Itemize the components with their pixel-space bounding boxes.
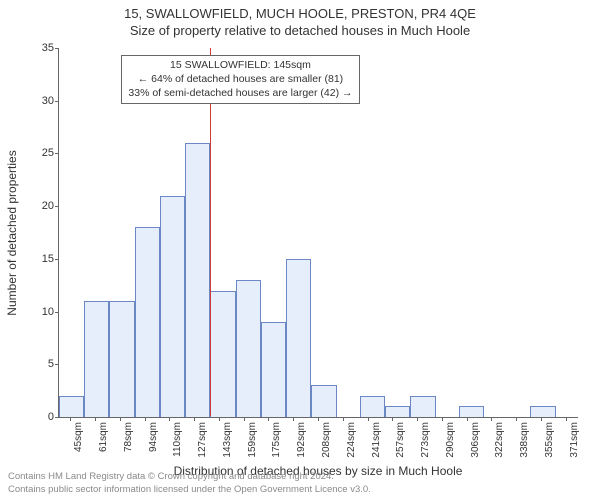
- x-tick-mark: [417, 417, 418, 421]
- histogram-bar: [236, 280, 261, 417]
- histogram-bar: [459, 406, 484, 417]
- x-tick-label: 322sqm: [494, 422, 505, 458]
- y-tick-label: 15: [24, 253, 54, 265]
- x-tick-label: 241sqm: [371, 422, 382, 458]
- y-tick-mark: [55, 101, 59, 102]
- x-tick-mark: [219, 417, 220, 421]
- marker-callout: 15 SWALLOWFIELD: 145sqm← 64% of detached…: [121, 55, 359, 104]
- x-tick-mark: [516, 417, 517, 421]
- y-tick-mark: [55, 364, 59, 365]
- x-tick-label: 175sqm: [271, 422, 282, 458]
- x-tick-mark: [145, 417, 146, 421]
- x-tick-label: 208sqm: [321, 422, 332, 458]
- x-tick-label: 110sqm: [172, 422, 183, 457]
- y-tick-mark: [55, 259, 59, 260]
- x-tick-label: 94sqm: [148, 422, 159, 452]
- x-tick-label: 61sqm: [98, 422, 109, 452]
- histogram-bar: [59, 396, 84, 417]
- title-block: 15, SWALLOWFIELD, MUCH HOOLE, PRESTON, P…: [0, 0, 600, 38]
- x-tick-mark: [566, 417, 567, 421]
- x-tick-mark: [95, 417, 96, 421]
- histogram-bar: [185, 143, 210, 417]
- y-tick-label: 20: [24, 200, 54, 212]
- x-tick-label: 371sqm: [569, 422, 580, 458]
- x-tick-label: 192sqm: [296, 422, 307, 458]
- x-tick-label: 127sqm: [197, 422, 208, 458]
- y-tick-mark: [55, 206, 59, 207]
- footer-attribution: Contains HM Land Registry data © Crown c…: [8, 471, 371, 496]
- x-tick-mark: [368, 417, 369, 421]
- y-tick-mark: [55, 48, 59, 49]
- x-tick-label: 338sqm: [519, 422, 530, 458]
- x-tick-label: 159sqm: [247, 422, 258, 458]
- x-tick-label: 273sqm: [420, 422, 431, 458]
- y-tick-label: 35: [24, 42, 54, 54]
- x-tick-mark: [491, 417, 492, 421]
- x-tick-mark: [318, 417, 319, 421]
- x-tick-mark: [70, 417, 71, 421]
- callout-line: ← 64% of detached houses are smaller (81…: [128, 73, 352, 87]
- x-tick-mark: [392, 417, 393, 421]
- y-tick-label: 25: [24, 147, 54, 159]
- x-tick-mark: [268, 417, 269, 421]
- histogram-bar: [84, 301, 109, 417]
- y-tick-label: 0: [24, 411, 54, 423]
- y-tick-mark: [55, 417, 59, 418]
- footer-line1: Contains HM Land Registry data © Crown c…: [8, 471, 371, 483]
- x-tick-label: 355sqm: [544, 422, 555, 458]
- y-tick-label: 30: [24, 95, 54, 107]
- y-axis-label: Number of detached properties: [5, 150, 19, 315]
- x-tick-mark: [343, 417, 344, 421]
- x-tick-mark: [442, 417, 443, 421]
- histogram-chart: 15 SWALLOWFIELD: 145sqm← 64% of detached…: [58, 48, 578, 418]
- histogram-bar: [311, 385, 336, 417]
- x-tick-mark: [120, 417, 121, 421]
- x-tick-mark: [467, 417, 468, 421]
- plot-area: 15 SWALLOWFIELD: 145sqm← 64% of detached…: [58, 48, 578, 418]
- histogram-bar: [135, 227, 160, 417]
- x-tick-mark: [293, 417, 294, 421]
- y-tick-mark: [55, 153, 59, 154]
- histogram-bar: [261, 322, 286, 417]
- callout-line: 33% of semi-detached houses are larger (…: [128, 87, 352, 101]
- x-tick-mark: [169, 417, 170, 421]
- histogram-bar: [360, 396, 385, 417]
- x-tick-mark: [194, 417, 195, 421]
- x-tick-label: 257sqm: [395, 422, 406, 458]
- x-tick-label: 290sqm: [445, 422, 456, 458]
- histogram-bar: [109, 301, 134, 417]
- x-tick-label: 78sqm: [123, 422, 134, 452]
- x-tick-label: 45sqm: [73, 422, 84, 452]
- histogram-bar: [385, 406, 410, 417]
- histogram-bar: [410, 396, 435, 417]
- y-tick-label: 5: [24, 358, 54, 370]
- y-tick-label: 10: [24, 306, 54, 318]
- x-tick-mark: [244, 417, 245, 421]
- histogram-bar: [286, 259, 311, 417]
- callout-line: 15 SWALLOWFIELD: 145sqm: [128, 59, 352, 73]
- x-tick-mark: [541, 417, 542, 421]
- histogram-bar: [160, 196, 185, 417]
- histogram-bar: [210, 291, 235, 418]
- x-tick-label: 224sqm: [346, 422, 357, 458]
- footer-line2: Contains public sector information licen…: [8, 484, 371, 496]
- x-tick-label: 306sqm: [470, 422, 481, 458]
- x-tick-label: 143sqm: [222, 422, 233, 458]
- page-subtitle: Size of property relative to detached ho…: [0, 23, 600, 38]
- y-tick-mark: [55, 312, 59, 313]
- page-title: 15, SWALLOWFIELD, MUCH HOOLE, PRESTON, P…: [0, 6, 600, 21]
- histogram-bar: [530, 406, 555, 417]
